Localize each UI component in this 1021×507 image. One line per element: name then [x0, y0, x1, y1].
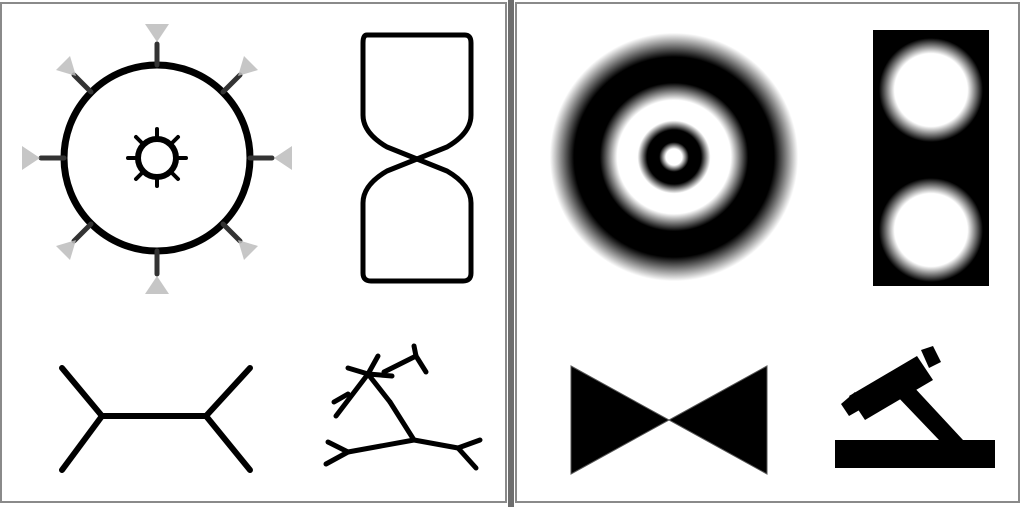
figure-eight-outline-icon: [360, 32, 474, 284]
skeleton-ring-with-spikes-icon: [22, 24, 292, 294]
h-shaped-skeleton-icon: [59, 365, 253, 473]
two-blurred-discs-icon: [873, 30, 989, 286]
tilted-bar-on-base-icon: [835, 346, 995, 468]
left-panel: [0, 2, 507, 503]
branching-skeleton-icon: [323, 343, 483, 471]
blurred-concentric-rings-icon: [539, 22, 809, 292]
panel-divider: [508, 0, 514, 507]
right-panel: [515, 2, 1020, 503]
bowtie-shape-icon: [570, 365, 768, 475]
